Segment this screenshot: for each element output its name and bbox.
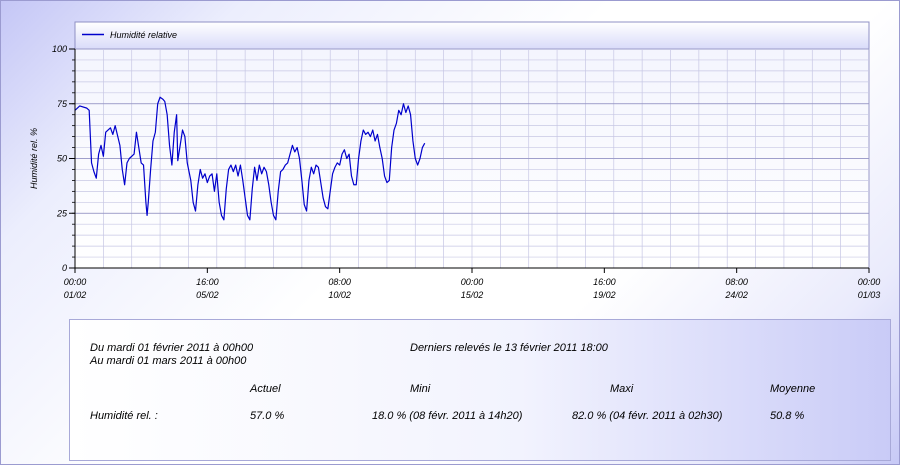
y-tick-label: 75 — [57, 99, 68, 109]
x-tick-label-time: 16:00 — [196, 277, 219, 287]
value-max: 82.0 % (04 févr. 2011 à 02h30) — [572, 410, 723, 422]
x-tick-label-date: 19/02 — [593, 290, 616, 300]
period-to: Au mardi 01 mars 2011 à 00h00 — [90, 355, 247, 367]
x-tick-label-time: 00:00 — [858, 277, 881, 287]
x-tick-label-time: 00:00 — [461, 277, 484, 287]
x-tick-label-time: 08:00 — [725, 277, 748, 287]
chart-marks — [74, 96, 426, 221]
x-tick-label-date: 05/02 — [196, 290, 219, 300]
legend-label: Humidité relative — [110, 30, 177, 40]
y-tick-label: 50 — [57, 154, 67, 164]
x-tick-label-date: 01/03 — [858, 290, 881, 300]
row-label: Humidité rel. : — [90, 410, 158, 422]
value-min: 18.0 % (08 févr. 2011 à 14h20) — [372, 410, 523, 422]
series-line-humidite — [74, 96, 426, 221]
header-avg: Moyenne — [770, 383, 816, 395]
last-reading: Derniers relevés le 13 février 2011 18:0… — [410, 342, 608, 354]
x-tick-label-time: 00:00 — [64, 277, 87, 287]
x-tick-label-time: 08:00 — [328, 277, 351, 287]
humidity-line-chart: Humidité relative 0 25 50 75 100 00:00 01/02 16… — [29, 21, 880, 300]
x-tick-label-time: 16:00 — [593, 277, 616, 287]
y-tick-label: 100 — [52, 44, 67, 54]
header-current: Actuel — [250, 383, 281, 395]
plot-area — [74, 48, 870, 269]
y-axis-title: Humidité rel. % — [29, 128, 39, 189]
chart-legend: Humidité relative — [74, 21, 870, 50]
y-tick-label: 25 — [56, 208, 68, 218]
value-current: 57.0 % — [250, 410, 285, 422]
header-min: Mini — [410, 383, 431, 395]
x-tick-label-date: 01/02 — [64, 290, 87, 300]
chart-axes: 0 25 50 75 100 00:00 01/02 16:00 05/02 08:00 10/02… — [29, 44, 880, 300]
summary-panel: Du mardi 01 février 2011 à 00h00 Au mard… — [69, 319, 891, 461]
legend-box — [74, 21, 870, 50]
x-tick-label-date: 24/02 — [724, 290, 748, 300]
x-tick-label-date: 10/02 — [328, 290, 351, 300]
period-from: Du mardi 01 février 2011 à 00h00 — [90, 342, 254, 354]
y-tick-label: 0 — [62, 263, 67, 273]
value-avg: 50.8 % — [770, 410, 805, 422]
header-max: Maxi — [610, 383, 634, 395]
x-tick-label-date: 15/02 — [461, 290, 484, 300]
